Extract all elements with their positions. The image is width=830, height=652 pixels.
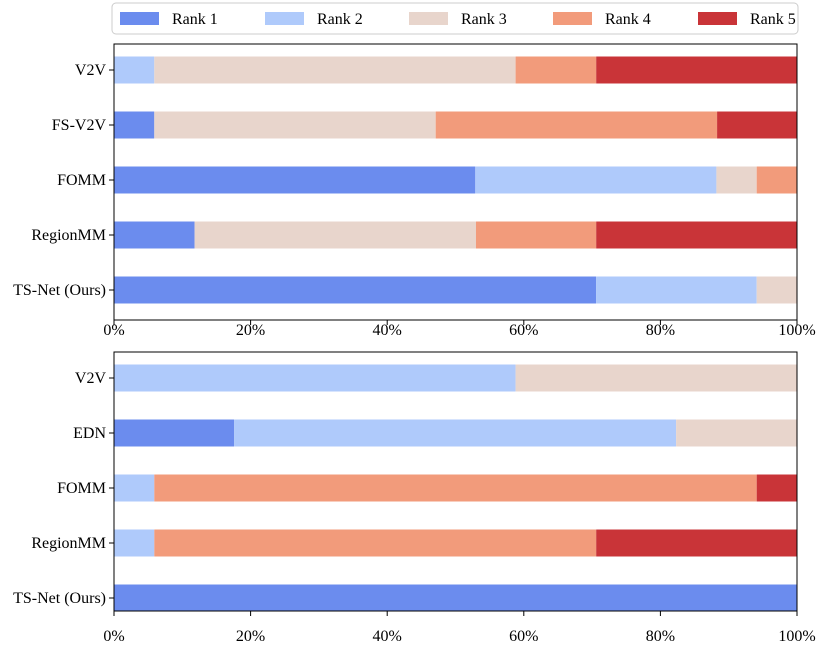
bar-regionmm-rank-5 [596, 529, 797, 557]
bar-ts-net-ours-rank-2 [596, 276, 757, 304]
legend-swatch-rank-3 [409, 12, 448, 25]
bar-v2v-rank-3 [154, 56, 516, 84]
bar-fomm-rank-4 [154, 474, 757, 502]
y-tick-label-regionmm: RegionMM [31, 227, 106, 244]
bar-fomm-rank-1 [114, 166, 476, 194]
bar-regionmm-rank-1 [114, 221, 195, 249]
bar-fomm-rank-2 [475, 166, 717, 194]
legend-label-rank-2: Rank 2 [317, 11, 363, 28]
plot-frame [113, 43, 798, 321]
bar-v2v-rank-4 [515, 56, 597, 84]
bar-fs-v2v-rank-5 [717, 111, 797, 139]
bar-v2v-rank-2 [114, 364, 516, 392]
x-tick-label-20: 20% [236, 628, 265, 645]
bar-fomm-rank-3 [716, 166, 757, 194]
x-tick-label-100: 100% [778, 628, 815, 645]
y-tick-label-fomm: FOMM [57, 172, 106, 189]
y-tick-label-ts-net-ours: TS-Net (Ours) [13, 282, 106, 299]
bar-fomm-rank-2 [114, 474, 155, 502]
x-tick-label-60: 60% [509, 628, 538, 645]
bar-edn-rank-3 [676, 419, 797, 447]
bar-v2v-rank-2 [114, 56, 155, 84]
legend-swatch-rank-2 [265, 12, 304, 25]
bar-fomm-rank-4 [756, 166, 797, 194]
legend-swatch-rank-4 [553, 12, 592, 25]
x-tick-label-80: 80% [646, 628, 675, 645]
legend-label-rank-3: Rank 3 [461, 11, 507, 28]
x-tick-label-40: 40% [373, 322, 402, 339]
y-tick-label-ts-net-ours: TS-Net (Ours) [13, 590, 106, 607]
y-tick-label-v2v: V2V [75, 62, 107, 79]
plot-frame [113, 351, 798, 612]
bar-fs-v2v-rank-3 [154, 111, 436, 139]
bar-regionmm-rank-3 [194, 221, 476, 249]
y-tick-label-v2v: V2V [75, 370, 107, 387]
bar-edn-rank-1 [114, 419, 235, 447]
bar-edn-rank-2 [234, 419, 677, 447]
y-tick-label-fomm: FOMM [57, 480, 106, 497]
y-tick-label-fs-v2v: FS-V2V [52, 117, 107, 134]
legend: Rank 1 Rank 2 Rank 3 Rank 4 Rank 5 [111, 2, 799, 35]
legend-swatch-rank-1 [120, 12, 159, 25]
bar-ts-net-ours-rank-1 [114, 276, 597, 304]
legend-label-rank-5: Rank 5 [750, 11, 796, 28]
y-tick-label-edn: EDN [73, 425, 106, 442]
bar-regionmm-rank-5 [596, 221, 797, 249]
bar-regionmm-rank-4 [475, 221, 597, 249]
x-tick-label-60: 60% [509, 322, 538, 339]
bar-fs-v2v-rank-1 [114, 111, 155, 139]
x-tick-label-20: 20% [236, 322, 265, 339]
bar-fomm-rank-5 [756, 474, 797, 502]
x-tick-label-0: 0% [103, 628, 124, 645]
bar-regionmm-rank-2 [114, 529, 155, 557]
bar-v2v-rank-3 [515, 364, 797, 392]
x-tick-label-100: 100% [778, 322, 815, 339]
bar-ts-net-ours-rank-1 [114, 584, 797, 612]
x-tick-label-80: 80% [646, 322, 675, 339]
legend-label-rank-4: Rank 4 [605, 11, 651, 28]
y-tick-label-regionmm: RegionMM [31, 535, 106, 552]
chart-panel-top: V2V FS-V2V FOMM RegionMM TS-Net (Ours) 0% 20% 4… [13, 43, 816, 339]
legend-label-rank-1: Rank 1 [172, 11, 218, 28]
bar-regionmm-rank-4 [154, 529, 597, 557]
legend-frame [111, 2, 799, 35]
x-tick-label-0: 0% [103, 322, 124, 339]
bar-v2v-rank-5 [596, 56, 797, 84]
bar-ts-net-ours-rank-3 [756, 276, 797, 304]
legend-swatch-rank-5 [698, 12, 737, 25]
x-tick-label-40: 40% [373, 628, 402, 645]
bar-fs-v2v-rank-4 [435, 111, 718, 139]
chart-panel-bottom: V2V EDN FOMM RegionMM TS-Net (Ours) 0% 20% 40% 6… [13, 351, 816, 645]
